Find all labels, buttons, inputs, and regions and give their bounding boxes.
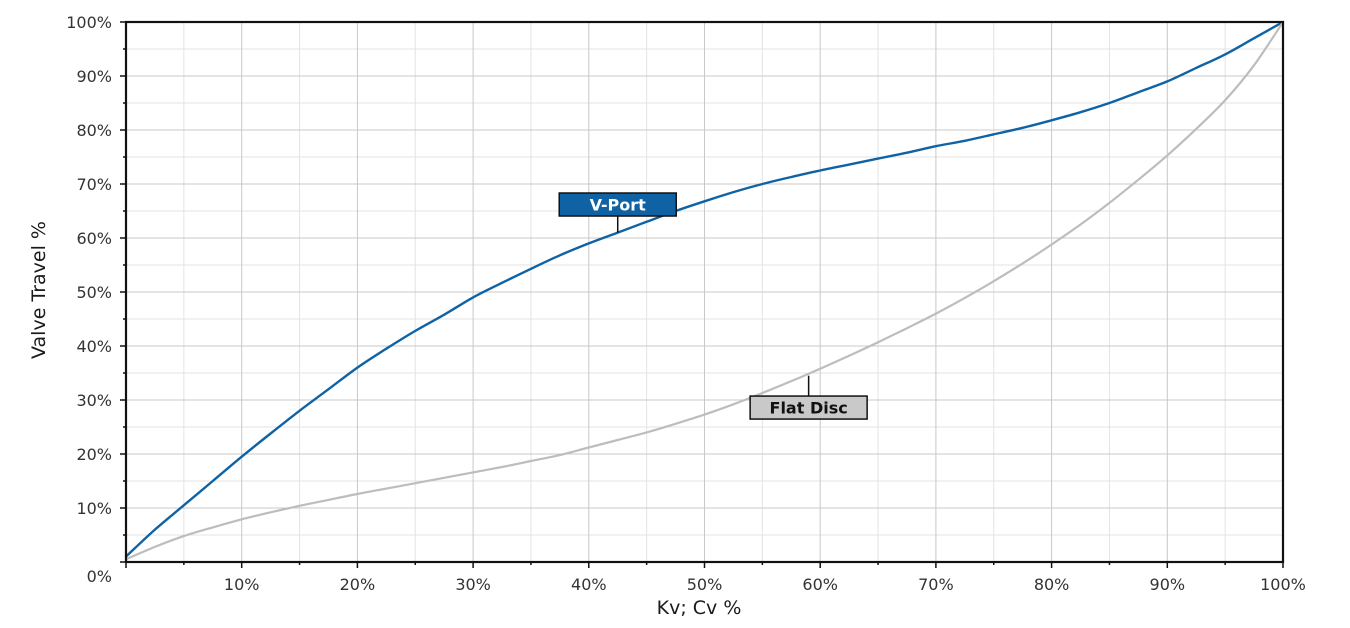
x-tick-label: 40%: [571, 575, 607, 594]
series-line-flat-disc: [124, 20, 1285, 561]
x-axis-title: Kv; Cv %: [657, 597, 742, 619]
y-tick-label: 10%: [76, 499, 112, 518]
y-tick-label: 100%: [66, 13, 112, 32]
callout-box-flat-disc: [749, 395, 868, 420]
x-tick-label: 100%: [1260, 575, 1306, 594]
y-tick-label: 80%: [76, 121, 112, 140]
series-callouts: V-Port Flat Disc: [558, 192, 868, 420]
series-line-v-port: [124, 20, 1285, 558]
x-axis-tick-labels: 10% 20% 30% 40% 50% 60% 70% 80% 90% 100%: [224, 575, 1306, 594]
y-tick-label: 60%: [76, 229, 112, 248]
y-axis-tick-labels: 0% 10% 20% 30% 40% 50% 60% 70% 80% 90% 100%: [66, 13, 112, 586]
x-tick-label: 20%: [340, 575, 376, 594]
x-tick-label: 70%: [918, 575, 954, 594]
y-axis-title: Valve Travel %: [28, 221, 50, 359]
x-tick-label: 30%: [455, 575, 491, 594]
x-tick-label: 50%: [687, 575, 723, 594]
x-tick-label: 60%: [802, 575, 838, 594]
y-tick-label: 0%: [87, 567, 112, 586]
callout-label-v-port: V-Port: [590, 196, 646, 215]
y-tick-label: 50%: [76, 283, 112, 302]
callout-box-v-port: [558, 192, 677, 217]
x-tick-label: 80%: [1034, 575, 1070, 594]
y-tick-label: 40%: [76, 337, 112, 356]
y-tick-label: 20%: [76, 445, 112, 464]
callout-label-flat-disc: Flat Disc: [770, 399, 848, 418]
series-layer: [124, 20, 1285, 561]
y-tick-label: 70%: [76, 175, 112, 194]
axis-ticks: [120, 21, 1284, 568]
x-tick-label: 90%: [1150, 575, 1186, 594]
y-tick-label: 30%: [76, 391, 112, 410]
x-tick-label: 10%: [224, 575, 260, 594]
y-tick-label: 90%: [76, 67, 112, 86]
